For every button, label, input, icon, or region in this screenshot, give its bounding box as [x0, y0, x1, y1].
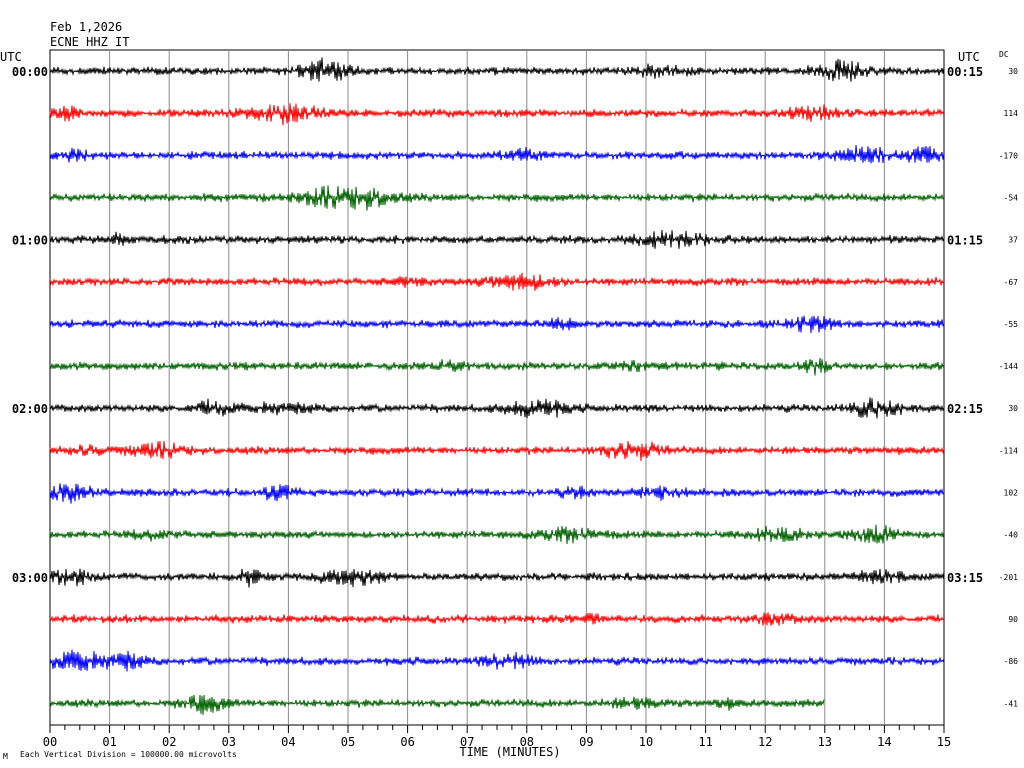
trace-group: [49, 57, 945, 715]
x-tick-label: 06: [400, 735, 414, 749]
corner-mark: M: [3, 752, 8, 761]
x-axis: 00 01 02 03 04 05 06 07 08 09 10 11 12 13 14 15: [43, 725, 951, 749]
x-tick-label: 08: [520, 735, 534, 749]
trace-line-11: [49, 483, 945, 504]
trace-line-1: [49, 57, 945, 82]
trace-line-5: [49, 229, 945, 249]
x-tick-label: 14: [877, 735, 891, 749]
trace-line-10: [49, 440, 945, 462]
right-hour-label: 02:15: [947, 402, 983, 416]
dc-offset-label: 37: [1008, 236, 1018, 245]
dc-header-label: DC: [999, 50, 1009, 59]
trace-line-12: [49, 524, 945, 545]
trace-line-14: [49, 612, 945, 626]
dc-offset-label: -55: [1004, 320, 1019, 329]
dc-offset-label: -86: [1004, 657, 1019, 666]
x-tick-label: 11: [698, 735, 712, 749]
left-hour-label: 01:00: [12, 234, 48, 248]
trace-line-16: [49, 694, 825, 715]
dc-offset-label: 30: [1008, 404, 1018, 413]
left-hour-label: 02:00: [12, 402, 48, 416]
date-label: Feb 1,2026: [50, 20, 122, 34]
trace-line-9: [49, 397, 945, 419]
dc-offset-label: -144: [999, 362, 1018, 371]
trace-line-8: [49, 357, 945, 376]
left-hour-label: 03:00: [12, 571, 48, 585]
trace-line-15: [49, 649, 945, 672]
dc-offset-label: 90: [1008, 615, 1018, 624]
dc-offset-label: 30: [1008, 67, 1018, 76]
x-tick-label: 00: [43, 735, 57, 749]
left-timezone-label: UTC: [0, 50, 22, 64]
right-hour-label: 00:15: [947, 65, 983, 79]
trace-line-6: [49, 272, 945, 291]
trace-line-7: [49, 315, 945, 334]
x-tick-label: 04: [281, 735, 295, 749]
dc-offset-label: -201: [999, 573, 1018, 582]
x-tick-label: 05: [341, 735, 355, 749]
x-tick-label: 09: [579, 735, 593, 749]
dc-offset-label: -54: [1004, 193, 1019, 202]
trace-line-2: [49, 103, 945, 126]
trace-line-3: [49, 145, 945, 164]
dc-offset-label: 102: [1004, 489, 1019, 498]
trace-line-13: [49, 568, 945, 588]
right-timezone-label: UTC: [958, 50, 980, 64]
x-tick-label: 03: [222, 735, 236, 749]
left-hour-label: 00:00: [12, 65, 48, 79]
station-label: ECNE HHZ IT: [50, 35, 129, 49]
dc-offset-label: 114: [1004, 109, 1019, 118]
right-hour-label: 03:15: [947, 571, 983, 585]
dc-offset-labels: 30 114 -170 -54 37 -67 -55 -144 30 -114 102 -40 -201…: [999, 67, 1018, 708]
x-tick-label: 12: [758, 735, 772, 749]
scale-note: Each Vertical Division = 100000.00 micro…: [20, 750, 237, 759]
dc-offset-label: -41: [1004, 699, 1019, 708]
x-tick-label: 15: [937, 735, 951, 749]
dc-offset-label: -67: [1004, 278, 1019, 287]
hour-labels: 00:00 01:00 02:00 03:00 00:15 01:15 02:15 03:15: [12, 65, 983, 585]
x-tick-label: 13: [818, 735, 832, 749]
minute-gridlines: [109, 50, 885, 725]
dc-offset-label: -40: [1004, 531, 1019, 540]
x-tick-label: 07: [460, 735, 474, 749]
dc-offset-label: -114: [999, 446, 1018, 455]
x-axis-title: TIME (MINUTES): [459, 745, 560, 759]
x-tick-label: 10: [639, 735, 653, 749]
trace-line-4: [49, 185, 945, 211]
plot-frame: [49, 49, 945, 726]
right-hour-label: 01:15: [947, 234, 983, 248]
x-tick-label: 02: [162, 735, 176, 749]
dc-offset-label: -170: [999, 151, 1018, 160]
x-tick-label: 01: [102, 735, 116, 749]
